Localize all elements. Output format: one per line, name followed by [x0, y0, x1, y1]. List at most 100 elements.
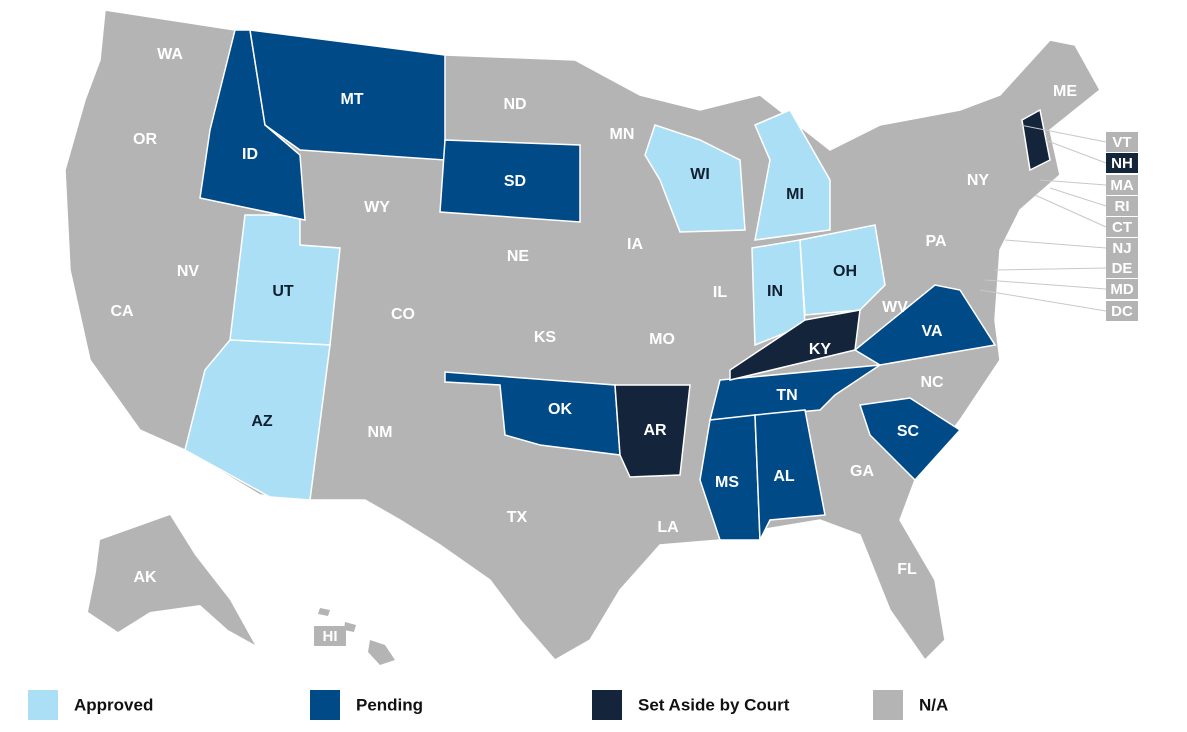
legend: Approved Pending Set Aside by Court N/A — [28, 690, 948, 720]
state — [754, 109, 831, 241]
state-label: FL — [897, 561, 917, 578]
state-label: WA — [157, 46, 183, 63]
state-label: DC — [1111, 303, 1133, 320]
legend-label: N/A — [919, 695, 948, 714]
state-label: NM — [368, 424, 393, 441]
state-label: OH — [833, 263, 857, 280]
state-box — [1106, 132, 1138, 152]
callout-line — [994, 267, 1107, 271]
legend-swatch — [873, 690, 903, 720]
state-label: MS — [715, 474, 739, 491]
state-label: MO — [649, 331, 675, 348]
state-label: VT — [1112, 134, 1131, 151]
state-label: DE — [1112, 260, 1133, 277]
state-box — [1106, 301, 1138, 321]
state-label: AL — [773, 468, 795, 485]
state — [853, 284, 997, 366]
state-label: HI — [323, 628, 338, 645]
state-label: MT — [340, 91, 363, 108]
callout-line — [1004, 239, 1107, 249]
state-label: GA — [850, 463, 874, 480]
state — [859, 397, 962, 482]
state — [439, 139, 581, 223]
state-label: CA — [110, 303, 134, 320]
state-label: AK — [133, 569, 157, 586]
state-label: MI — [786, 186, 804, 203]
state-label: KS — [534, 329, 557, 346]
state-box — [1106, 279, 1138, 299]
state-shapes — [184, 29, 1051, 541]
legend-swatch — [310, 690, 340, 720]
state — [249, 29, 446, 161]
state-label: SD — [504, 173, 526, 190]
callout-line — [1034, 194, 1107, 228]
state-label: TN — [776, 387, 797, 404]
legend-swatch — [592, 690, 622, 720]
state-label: NE — [507, 248, 530, 265]
state-label: CO — [391, 306, 415, 323]
state-box — [1106, 217, 1138, 237]
state-label: TX — [507, 509, 528, 526]
state — [614, 384, 691, 478]
state-label: UT — [272, 283, 294, 300]
state-box — [1106, 153, 1138, 173]
state-label: AZ — [251, 413, 273, 430]
state — [184, 339, 331, 501]
state-label: WV — [882, 299, 908, 316]
state — [799, 224, 886, 316]
state — [754, 409, 826, 541]
state-label: OK — [548, 401, 572, 418]
state-label: ND — [503, 96, 526, 113]
map-base — [64, 9, 1101, 665]
state-labels: UT AZ WI MI IN OH ID MT SD OK TN MS AL SC VA AR KY NH WA OR… — [110, 46, 1138, 646]
callout-line — [984, 279, 1107, 290]
callout-line — [1044, 139, 1107, 164]
state-label: ME — [1053, 83, 1077, 100]
state-label: NC — [920, 374, 944, 391]
state-label: OR — [133, 131, 157, 148]
hawaii — [318, 608, 330, 616]
callout-line — [1019, 124, 1107, 143]
state — [699, 414, 761, 541]
state-label: SC — [897, 423, 920, 440]
legend-label: Pending — [356, 695, 423, 714]
state-box — [1106, 258, 1138, 278]
state-label: WY — [364, 199, 390, 216]
state-label: NH — [1111, 155, 1133, 172]
state-label: NV — [177, 263, 200, 280]
state — [1021, 108, 1051, 172]
state-label: RI — [1115, 198, 1130, 215]
state-label: CT — [1112, 219, 1132, 236]
state-label: MD — [1110, 281, 1133, 298]
state-label: MN — [610, 126, 635, 143]
state-label: AR — [643, 422, 667, 439]
legend-label: Set Aside by Court — [638, 695, 790, 714]
state-label: VA — [921, 323, 942, 340]
state — [729, 309, 861, 381]
state-label: IL — [713, 284, 727, 301]
state-box — [1106, 196, 1138, 216]
state-box — [314, 626, 346, 646]
state-label: MA — [1110, 177, 1133, 194]
state-label: NY — [967, 172, 990, 189]
state-label: LA — [657, 519, 679, 536]
state-label: NJ — [1112, 240, 1131, 257]
callout-line — [1039, 179, 1107, 186]
state — [709, 364, 881, 421]
state-label: IA — [627, 236, 643, 253]
state — [644, 124, 746, 233]
state-label: KY — [809, 341, 832, 358]
state-label: WI — [690, 166, 710, 183]
state-label: IN — [767, 283, 783, 300]
callout-line — [1049, 187, 1107, 207]
state-label: ID — [242, 146, 258, 163]
state-box — [1106, 238, 1138, 258]
hawaii — [368, 640, 395, 665]
legend-label: Approved — [74, 695, 153, 714]
legend-swatch — [28, 690, 58, 720]
state-box — [1106, 175, 1138, 195]
callout-line — [979, 289, 1107, 312]
hawaii — [344, 622, 356, 632]
alaska — [88, 515, 255, 645]
